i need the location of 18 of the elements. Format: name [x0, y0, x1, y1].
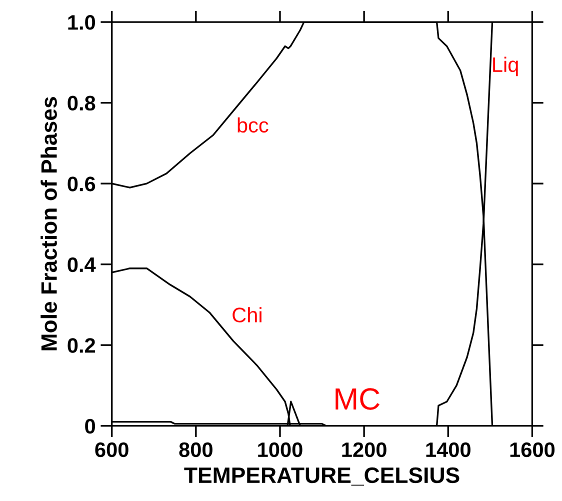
- y-tick-label: 0.4: [68, 257, 96, 272]
- annotation: Chi: [232, 307, 262, 322]
- x-tick-label: 1400: [426, 442, 470, 458]
- x-tick-label: 1200: [342, 442, 386, 458]
- annotation: bcc: [238, 117, 268, 133]
- x-tick-label: 600: [95, 442, 128, 458]
- x-tick-label: 1600: [510, 442, 555, 458]
- x-tick-label: 1000: [258, 442, 302, 458]
- annotation: Liq: [493, 56, 518, 76]
- x-tick-label: 800: [179, 442, 212, 458]
- y-tick-label: 1.0: [68, 15, 96, 30]
- y-tick-label: 0.8: [68, 96, 96, 111]
- y-tick-label: 0: [85, 418, 96, 434]
- y-axis-title: Mole Fraction of Phases: [40, 97, 57, 350]
- y-tick-label: 0.6: [68, 176, 96, 192]
- x-axis-title: TEMPERATURE_CELSIUS: [184, 467, 460, 486]
- y-tick-label: 0.2: [68, 338, 96, 353]
- annotation: MC: [336, 388, 380, 410]
